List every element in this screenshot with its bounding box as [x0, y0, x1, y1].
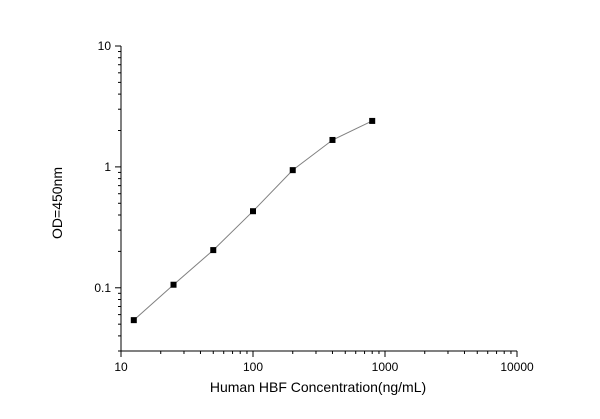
data-point	[130, 317, 137, 324]
data-point	[210, 247, 217, 254]
y-tick-label: 10	[98, 39, 112, 53]
axes	[120, 46, 517, 352]
y-axis-title: OD=450nm	[49, 167, 65, 239]
y-tick-label: 1	[104, 160, 111, 174]
series-line	[133, 120, 373, 321]
data-point	[369, 117, 376, 124]
x-tick-label: 100	[243, 360, 263, 374]
x-axis-title: Human HBF Concentration(ng/mL)	[210, 379, 426, 395]
y-axis-ticks: 0.1 1 10	[94, 39, 121, 352]
x-tick-label: 10000	[500, 360, 534, 374]
data-point	[329, 136, 336, 143]
x-tick-label: 10	[114, 360, 128, 374]
data-point	[170, 281, 177, 288]
data-series	[130, 117, 376, 324]
data-point	[289, 167, 296, 174]
y-tick-label: 0.1	[94, 281, 111, 295]
data-point	[250, 208, 256, 215]
x-tick-label: 1000	[372, 360, 399, 374]
x-axis-ticks: 10 100 1000 10000	[114, 351, 534, 374]
